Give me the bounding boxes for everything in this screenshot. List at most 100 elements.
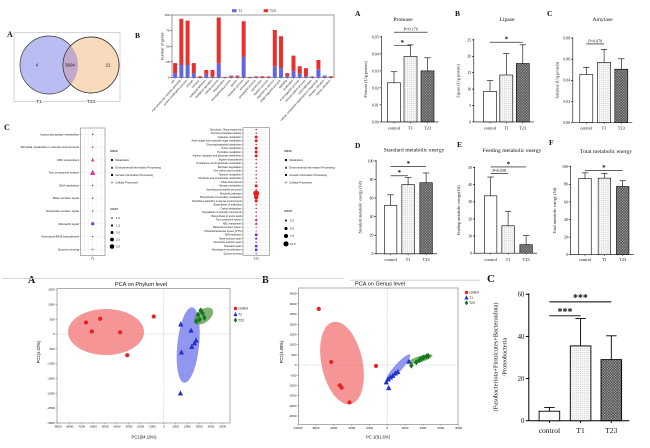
go-bar-t1 bbox=[235, 76, 240, 78]
svg-text:ABC transporters: ABC transporters bbox=[223, 222, 242, 225]
go-bar-t23 bbox=[285, 73, 290, 77]
kegg-t1-labels: Inositol phosphate metabolism Microbial m… bbox=[21, 132, 81, 251]
svg-text:40: 40 bbox=[564, 218, 568, 222]
pca-phylum-title: PCA on Phylum level bbox=[115, 282, 167, 288]
svg-text:-3000: -3000 bbox=[47, 421, 55, 425]
panel-total-energy: 0 20 40 60 80 100 Total metabolic energy (J/d)… bbox=[552, 149, 634, 262]
svg-text:40: 40 bbox=[518, 334, 525, 341]
amylase-x-label-T23: T23 bbox=[618, 126, 626, 131]
go-bar-t1 bbox=[254, 76, 259, 78]
svg-text:class: class bbox=[284, 149, 292, 153]
svg-text:Nucleotide excision repair: Nucleotide excision repair bbox=[214, 241, 242, 244]
go-bar-t1 bbox=[229, 76, 234, 78]
go-bar-t23 bbox=[173, 63, 178, 74]
venn-count-overlap: 3604 bbox=[65, 63, 75, 68]
lipase-bars bbox=[483, 44, 530, 124]
go-bars bbox=[173, 17, 333, 78]
svg-text:0: 0 bbox=[163, 425, 165, 429]
svg-text:Quorum sensing: Quorum sensing bbox=[224, 252, 243, 255]
svg-text:0: 0 bbox=[469, 120, 471, 124]
svg-text:signaling: signaling bbox=[278, 78, 288, 89]
go-bar-t1 bbox=[266, 76, 271, 78]
svg-text:Quorum sensing: Quorum sensing bbox=[58, 247, 80, 251]
svg-text:3500: 3500 bbox=[290, 292, 297, 296]
panel-standard-energy: 0 20 40 60 80 100 Standard metabolic energy (J… bbox=[358, 148, 445, 263]
feeding-energy-x-label-control: control bbox=[484, 257, 497, 262]
pca-phylum-points-control bbox=[83, 314, 156, 358]
svg-text:Pentose phosphate pathway: Pentose phosphate pathway bbox=[211, 132, 243, 135]
svg-text:-2000: -2000 bbox=[47, 391, 55, 395]
svg-text:Arginine biosynthesis: Arginine biosynthesis bbox=[219, 158, 243, 161]
go-bar-t1 bbox=[191, 73, 196, 78]
svg-text:20: 20 bbox=[564, 236, 568, 240]
svg-text:500: 500 bbox=[50, 317, 55, 321]
go-bar-t1 bbox=[303, 76, 308, 78]
go-legend: T1 T23 bbox=[232, 9, 276, 13]
amylase-significance: P=0.079 bbox=[586, 38, 605, 45]
protease-x-label-T23: T23 bbox=[424, 126, 432, 131]
go-bar-t23 bbox=[303, 68, 308, 77]
protease-significance: * P=0.176 bbox=[394, 27, 428, 47]
svg-text:-2000: -2000 bbox=[136, 425, 144, 429]
svg-text:control: control bbox=[238, 307, 248, 311]
go-bar-t1 bbox=[204, 74, 209, 78]
svg-text:Mismatch repair: Mismatch repair bbox=[59, 222, 80, 226]
svg-text:-500: -500 bbox=[49, 347, 55, 351]
lipase-bar-control bbox=[483, 91, 497, 123]
panel-label-protease: A bbox=[355, 9, 361, 18]
pca-genus-ticks: -10000 -8000 -6000 -4000 -2000 0 2000 4000 6000 8… bbox=[289, 292, 463, 430]
svg-text:3000: 3000 bbox=[196, 425, 203, 429]
svg-text:5.0: 5.0 bbox=[290, 227, 294, 231]
svg-text:2.5: 2.5 bbox=[290, 219, 294, 223]
svg-text:0.04: 0.04 bbox=[372, 52, 379, 56]
svg-text:-1500: -1500 bbox=[289, 394, 297, 398]
go-legend-swatch-T23 bbox=[263, 9, 269, 13]
standard-energy-x-label-T23: T23 bbox=[423, 257, 431, 262]
total-energy-bar-T1 bbox=[597, 177, 611, 255]
svg-text:10: 10 bbox=[467, 88, 471, 92]
svg-text:Genetic Information Processing: Genetic Information Processing bbox=[115, 173, 153, 177]
svg-text:6000: 6000 bbox=[438, 426, 445, 430]
svg-text:10: 10 bbox=[468, 234, 472, 238]
go-y-label: Number of genes bbox=[161, 32, 165, 60]
panel-label-lipase: B bbox=[455, 9, 461, 18]
svg-text:Biosynthesis of antibiotics: Biosynthesis of antibiotics bbox=[214, 204, 243, 207]
feeding-energy-x-label-T1: T1 bbox=[506, 257, 511, 262]
svg-text:3.0: 3.0 bbox=[116, 245, 120, 249]
svg-text:2500: 2500 bbox=[290, 312, 297, 316]
svg-text:0.08: 0.08 bbox=[563, 37, 570, 41]
ratio-x-label-control: control bbox=[539, 426, 561, 435]
svg-text:Metabolism: Metabolism bbox=[289, 158, 304, 162]
standard-energy-significance: ** bbox=[390, 160, 427, 177]
svg-text:class: class bbox=[110, 149, 118, 153]
ratio-bar-T23 bbox=[600, 359, 623, 422]
go-bar-t23 bbox=[247, 76, 252, 78]
svg-text:DNA replication: DNA replication bbox=[225, 234, 242, 237]
svg-text:Two-component system: Two-component system bbox=[216, 219, 242, 222]
svg-text:*: * bbox=[507, 160, 511, 168]
svg-text:-4000: -4000 bbox=[113, 425, 121, 429]
svg-text:Environmental Information Proc: Environmental Information Processing bbox=[289, 166, 335, 170]
ratio-y-label-line: /Proteobacteria bbox=[502, 337, 509, 376]
svg-text:0.04: 0.04 bbox=[563, 79, 570, 83]
panel-label-venn: A bbox=[7, 30, 13, 39]
kegg-t23-markers bbox=[253, 128, 260, 255]
go-bar-t23 bbox=[328, 76, 333, 78]
protease-x-label-control: control bbox=[388, 126, 401, 131]
amylase-bar-control bbox=[579, 74, 594, 123]
go-plot-frame bbox=[171, 14, 335, 78]
svg-text:2000: 2000 bbox=[184, 425, 191, 429]
svg-text:Nitrogen metabolism: Nitrogen metabolism bbox=[219, 185, 241, 188]
protease-bars bbox=[387, 44, 435, 124]
svg-text:-6000: -6000 bbox=[330, 426, 338, 430]
svg-text:T1: T1 bbox=[238, 313, 242, 317]
go-y-axis: 0 25 50 75 100 bbox=[164, 13, 172, 80]
go-legend-label: T1 bbox=[238, 9, 242, 13]
svg-text:2000: 2000 bbox=[402, 426, 409, 430]
standard-energy-bar-T1 bbox=[401, 184, 415, 255]
go-bar-t23 bbox=[216, 17, 221, 64]
standard-energy-bars bbox=[384, 172, 433, 256]
pca-phylum-frame bbox=[56, 288, 231, 424]
svg-text:Alanine, aspartate and glutama: Alanine, aspartate and glutamate metabol… bbox=[193, 155, 242, 158]
protease-bar-control bbox=[387, 82, 401, 123]
